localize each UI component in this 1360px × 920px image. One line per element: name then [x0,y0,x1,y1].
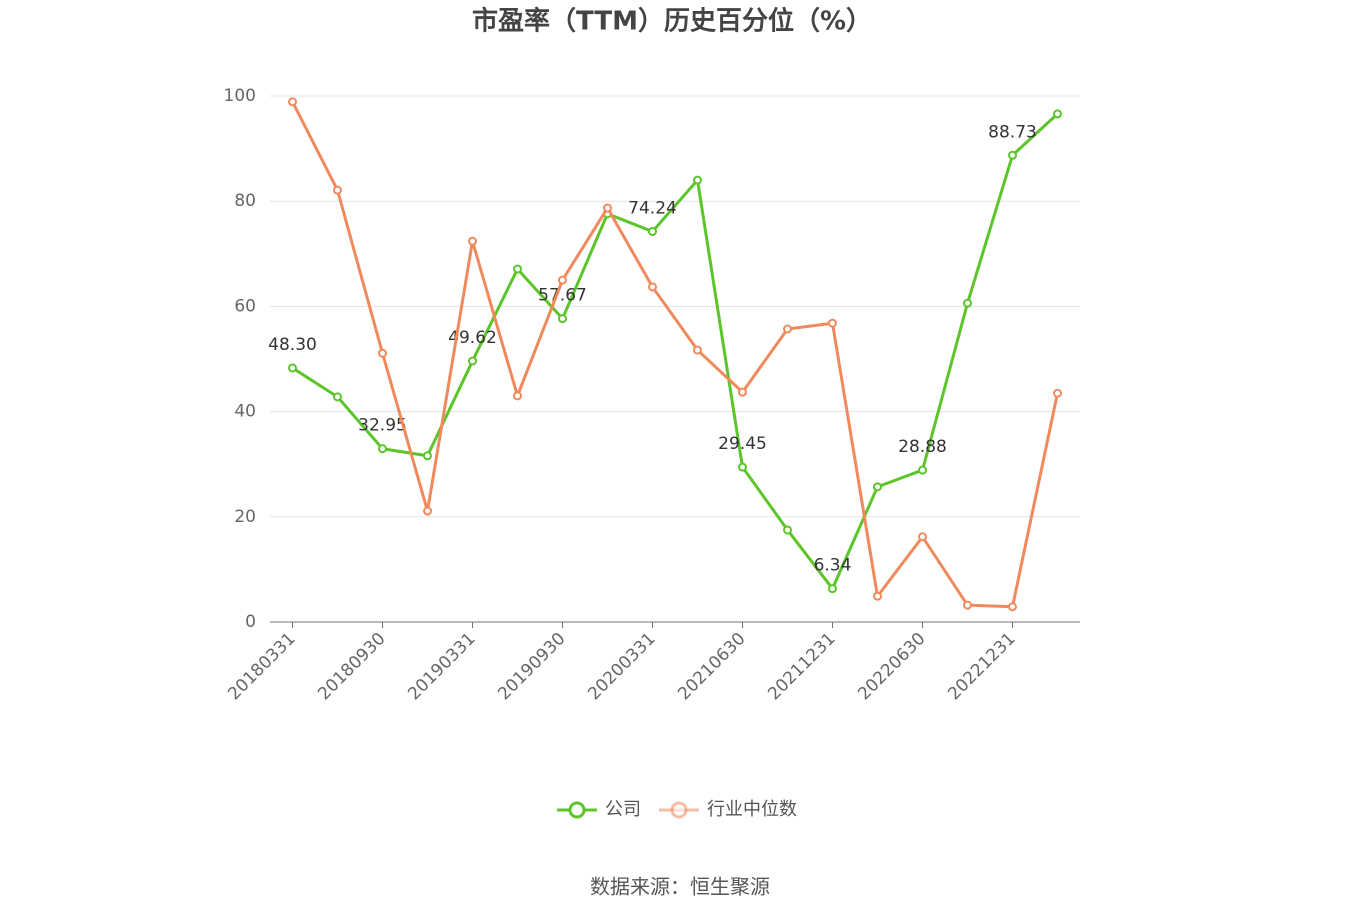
data-point [738,387,747,397]
data-point [693,175,702,185]
data-point [558,314,567,324]
data-point [1053,109,1062,119]
data-point [738,462,747,472]
data-point [963,298,972,308]
data-point [873,591,882,601]
series-line [291,112,1059,592]
data-label: 88.73 [988,122,1037,142]
data-point [963,600,972,610]
data-point [1008,602,1017,612]
x-tick-label: 20211231 [764,629,839,704]
y-tick-label: 20 [234,507,256,527]
data-point [423,506,432,516]
data-label: 32.95 [358,416,407,436]
legend-marker [568,801,586,819]
data-point [378,348,387,358]
x-tick-label: 20190331 [404,629,479,704]
data-point [828,318,837,328]
data-point [1008,150,1017,160]
data-label: 29.45 [718,434,767,454]
series-line [291,101,1059,609]
data-point [558,275,567,285]
data-point [918,465,927,475]
legend-item: 行业中位数 [659,799,797,820]
data-point [783,525,792,535]
y-tick-label: 0 [245,612,256,632]
data-point [333,392,342,402]
data-label: 74.24 [628,198,677,218]
legend-label: 公司 [605,799,641,820]
legend-label: 行业中位数 [707,799,797,820]
x-tick-label: 20220630 [854,629,929,704]
legend-marker [670,801,688,819]
x-tick-label: 20200331 [584,629,659,704]
x-tick-label: 20221231 [944,629,1019,704]
data-label: 49.62 [448,328,497,348]
data-label: 28.88 [898,437,947,457]
data-point [468,356,477,366]
data-label: 48.30 [268,335,317,355]
y-tick-label: 40 [234,402,256,422]
x-tick-label: 20210630 [674,629,749,704]
legend-item: 公司 [557,799,641,820]
data-point [648,282,657,292]
data-point [288,363,297,373]
data-point [513,391,522,401]
y-tick-label: 60 [234,296,256,316]
y-tick-label: 80 [234,191,256,211]
data-point [918,532,927,542]
x-tick-label: 20180930 [314,629,389,704]
data-point [468,236,477,246]
data-point [648,226,657,236]
data-point [288,97,297,107]
source-note: 数据来源：恒生聚源 [590,875,770,899]
data-point [693,345,702,355]
y-tick-label: 100 [224,86,256,106]
data-point [1053,388,1062,398]
data-point [873,482,882,492]
chart-title: 市盈率（TTM）历史百分位（%） [472,6,872,37]
data-point [783,324,792,334]
data-point [603,203,612,213]
x-tick-label: 20190930 [494,629,569,704]
data-point [333,185,342,195]
data-point [828,584,837,594]
data-point [513,264,522,274]
data-label: 6.34 [814,556,852,576]
data-point [378,444,387,454]
data-label: 57.67 [538,286,587,306]
data-point [423,451,432,461]
x-tick-label: 20180331 [224,629,299,704]
